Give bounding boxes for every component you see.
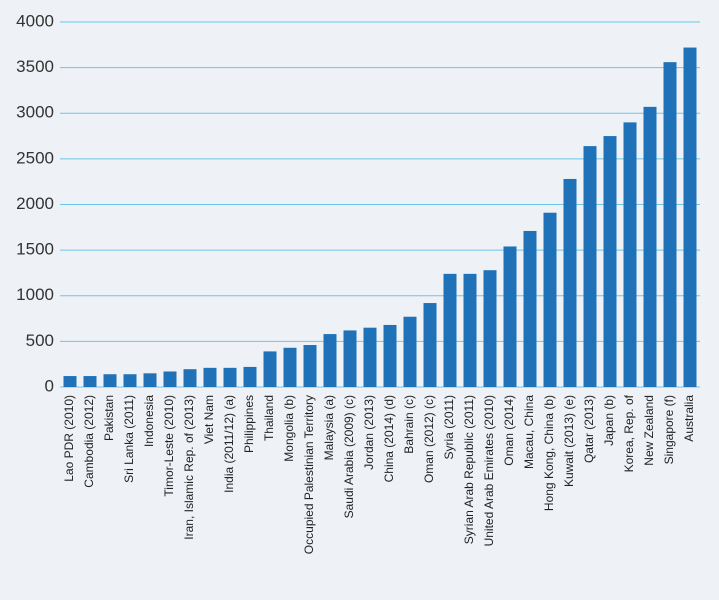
y-tick-label: 4000 xyxy=(16,11,54,30)
x-tick-label: Iran, Islamic Rep. of (2013) xyxy=(182,395,196,540)
y-tick-label: 3500 xyxy=(16,57,54,76)
x-tick-label: Macau, China xyxy=(522,395,536,469)
y-tick-label: 0 xyxy=(45,376,54,395)
x-tick-label: Singapore (f) xyxy=(662,395,676,464)
bar xyxy=(483,270,497,387)
bar xyxy=(203,367,217,387)
y-tick-label: 2000 xyxy=(16,194,54,213)
bar xyxy=(623,122,637,387)
x-tick-label: Japan (b) xyxy=(602,395,616,446)
bar xyxy=(283,347,297,387)
x-tick-label: United Arab Emirates (2010) xyxy=(482,395,496,546)
x-tick-label: India (2011/12) (a) xyxy=(222,395,236,493)
x-tick-label: Syria (2011) xyxy=(442,395,456,459)
x-tick-label: Sri Lanka (2011) xyxy=(122,395,136,483)
bar xyxy=(163,371,177,387)
x-tick-label: Bahrain (c) xyxy=(402,395,416,454)
bar xyxy=(583,146,597,387)
x-tick-label: Australia xyxy=(682,395,696,442)
x-tick-label: Mongolia (b) xyxy=(282,395,296,462)
bar xyxy=(523,230,537,387)
x-tick-label: Occupied Palestinian Territory xyxy=(302,395,316,554)
y-tick-label: 1500 xyxy=(16,240,54,259)
x-tick-label: Indonesia xyxy=(142,395,156,447)
bar xyxy=(423,303,437,387)
x-tick-label: Cambodia (2012) xyxy=(82,395,96,488)
x-tick-label: Oman (2014) xyxy=(502,395,516,466)
bar xyxy=(143,373,157,387)
x-tick-label: Syrian Arab Republic (2011) xyxy=(462,395,476,544)
x-tick-label: New Zealand xyxy=(642,395,656,466)
y-tick-label: 500 xyxy=(26,331,54,350)
x-tick-label: Hong Kong, China (b) xyxy=(542,395,556,511)
y-tick-label: 1000 xyxy=(16,285,54,304)
bar xyxy=(103,374,117,387)
bar xyxy=(263,351,277,387)
bar xyxy=(403,316,417,387)
x-tick-label: Malaysia (a) xyxy=(322,395,336,460)
y-tick-label: 2500 xyxy=(16,148,54,167)
x-tick-label: Saudi Arabia (2009) (c) xyxy=(342,395,356,518)
bar xyxy=(603,136,617,387)
bar xyxy=(563,178,577,387)
x-tick-label: Oman (2012) (c) xyxy=(422,395,436,483)
bar xyxy=(383,324,397,387)
x-tick-label: Lao PDR (2010) xyxy=(62,395,76,482)
bar xyxy=(663,62,677,388)
bar xyxy=(63,376,77,387)
x-tick-label: Timor-Leste (2010) xyxy=(162,395,176,497)
x-tick-label: Kuwait (2013) (e) xyxy=(562,395,576,487)
bar xyxy=(223,367,237,387)
x-tick-label: Thailand xyxy=(262,395,276,441)
x-tick-label: Philippines xyxy=(242,395,256,453)
bar xyxy=(303,345,317,387)
x-tick-label: Korea, Rep. of xyxy=(622,394,636,472)
bar xyxy=(543,212,557,387)
bar xyxy=(363,327,377,387)
bar xyxy=(343,330,357,387)
x-tick-label: Pakistan xyxy=(102,395,116,441)
bar xyxy=(323,334,337,387)
bar xyxy=(503,246,517,387)
x-tick-label: Viet Nam xyxy=(202,395,216,444)
bar xyxy=(683,47,697,388)
y-tick-label: 3000 xyxy=(16,103,54,122)
x-tick-label: China (2014) (d) xyxy=(382,395,396,482)
bar xyxy=(443,273,457,387)
bar xyxy=(123,374,137,387)
bar xyxy=(183,369,197,387)
bar xyxy=(643,106,657,388)
x-tick-label: Jordan (2013) xyxy=(362,395,376,470)
x-tick-label: Qatar (2013) xyxy=(582,395,596,463)
bar xyxy=(83,376,97,387)
bar xyxy=(243,366,257,387)
bar xyxy=(463,273,477,387)
